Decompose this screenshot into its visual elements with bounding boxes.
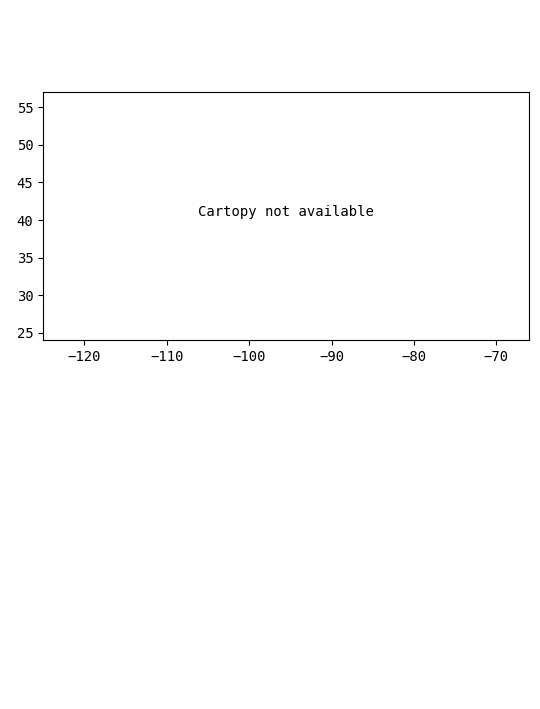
Text: Cartopy not available: Cartopy not available [198, 205, 374, 219]
